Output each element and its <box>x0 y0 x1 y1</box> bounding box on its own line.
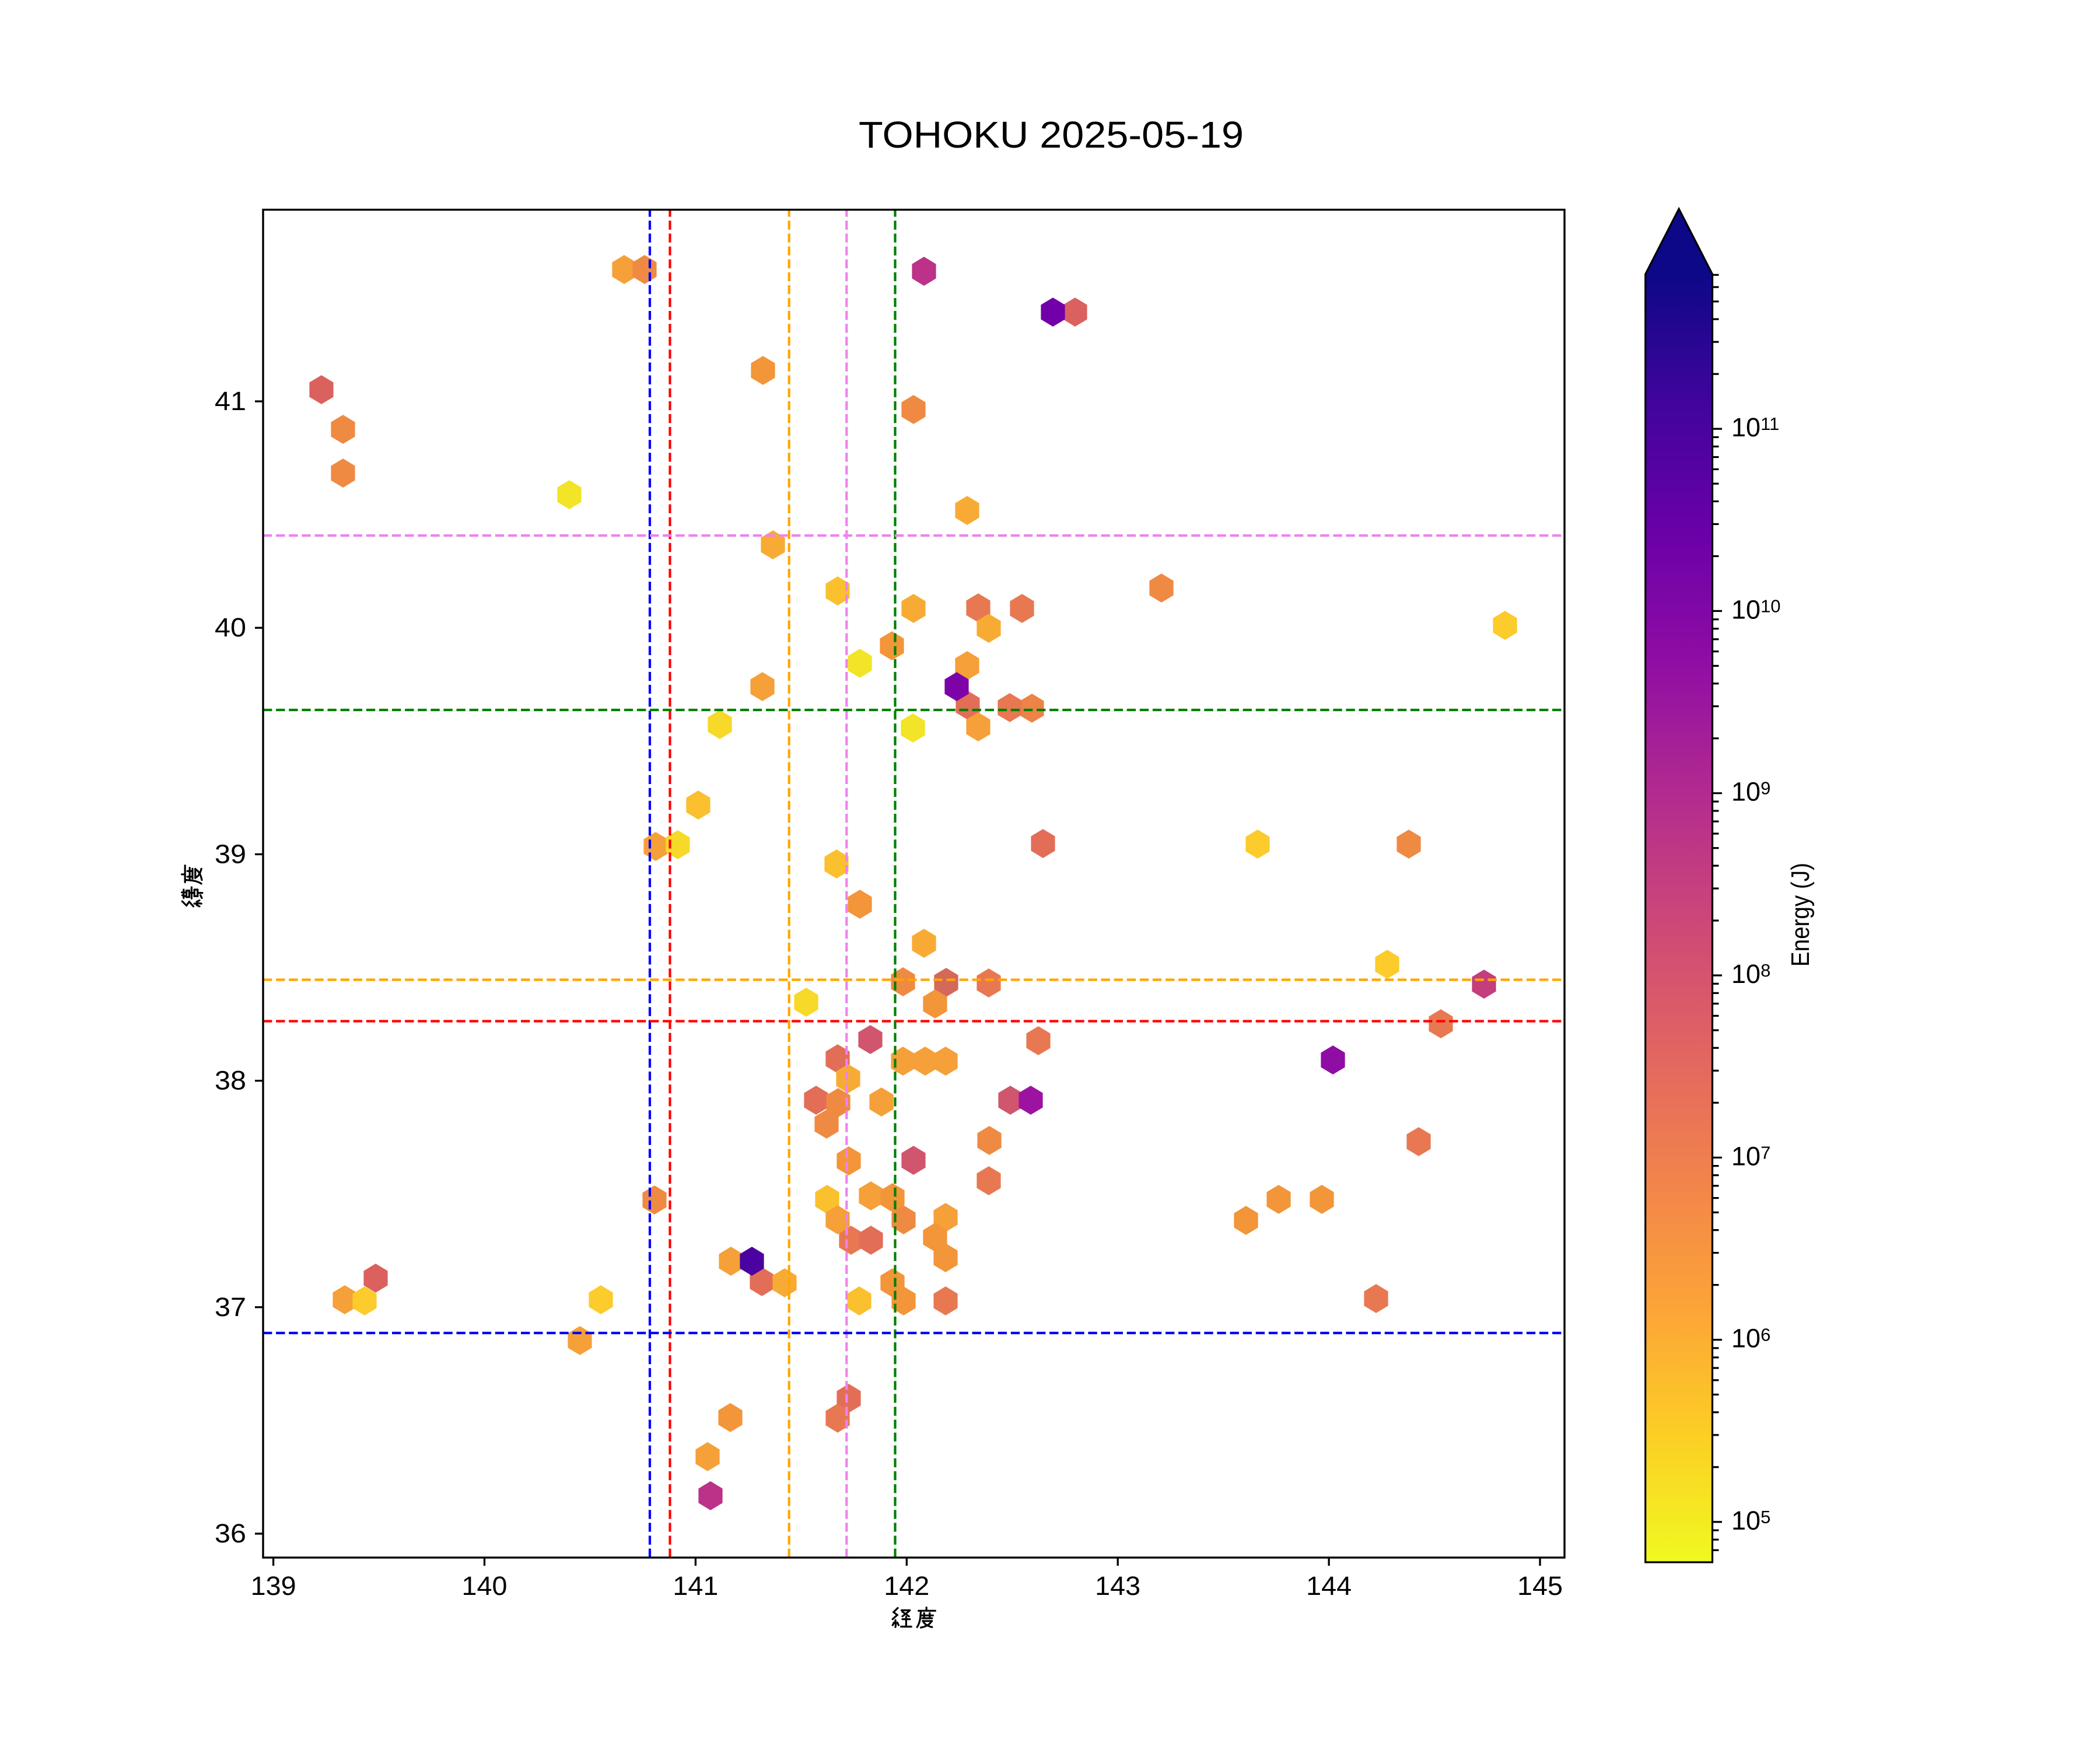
svg-text:38: 38 <box>215 1066 246 1096</box>
svg-text:140: 140 <box>462 1571 508 1601</box>
svg-text:108: 108 <box>1731 959 1770 989</box>
svg-text:TOHOKU 2025-05-19: TOHOKU 2025-05-19 <box>859 114 1244 156</box>
svg-text:37: 37 <box>215 1292 246 1322</box>
svg-text:40: 40 <box>215 613 246 642</box>
svg-text:145: 145 <box>1517 1571 1563 1601</box>
svg-text:41: 41 <box>215 386 246 416</box>
svg-text:142: 142 <box>884 1571 929 1601</box>
svg-text:39: 39 <box>215 839 246 869</box>
svg-text:143: 143 <box>1095 1571 1140 1601</box>
svg-text:36: 36 <box>215 1518 246 1548</box>
svg-text:Energy (J): Energy (J) <box>1786 863 1815 967</box>
svg-text:139: 139 <box>251 1571 296 1601</box>
svg-text:141: 141 <box>673 1571 718 1601</box>
svg-text:144: 144 <box>1306 1571 1352 1601</box>
